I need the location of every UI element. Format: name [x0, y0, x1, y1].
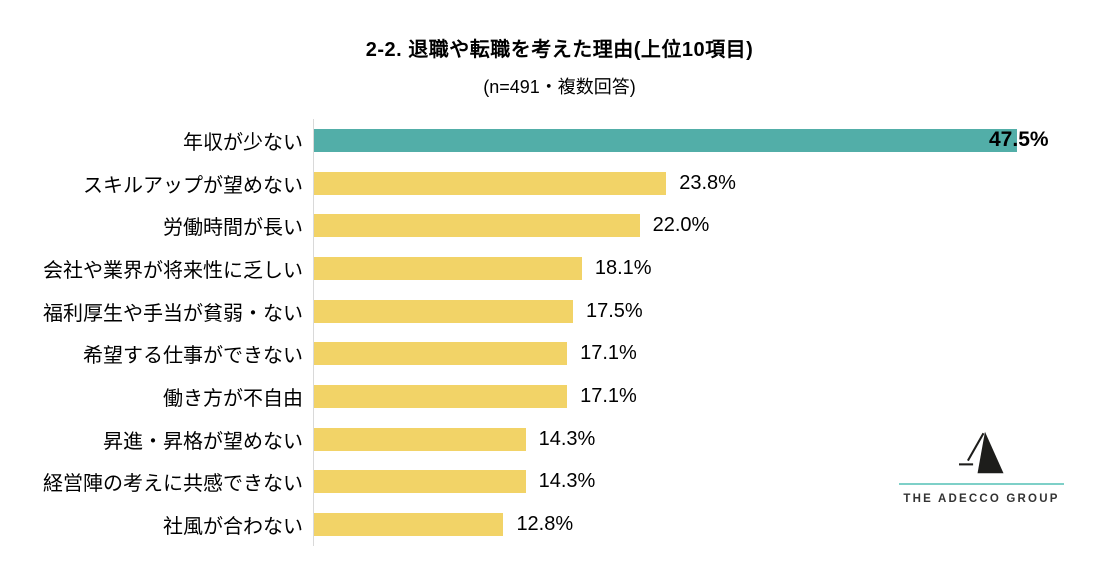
- category-label: 福利厚生や手当が貧弱・ない: [43, 302, 303, 325]
- value-label: 47.5%: [989, 128, 1049, 152]
- chart-title: 2-2. 退職や転職を考えた理由(上位10項目): [365, 39, 754, 61]
- category-label: 働き方が不自由: [163, 387, 303, 410]
- bar-row: 年収が少ない 47.5%: [0, 119, 1119, 162]
- value-label: 17.1%: [580, 342, 637, 365]
- category-label: 昇進・昇格が望めない: [103, 430, 303, 453]
- bar: [314, 384, 568, 408]
- bar: [314, 256, 582, 280]
- bar-row: 労働時間が長い 22.0%: [0, 204, 1119, 248]
- bar-track: 17.1%: [313, 375, 1119, 418]
- bar-row: 働き方が不自由 17.1%: [0, 375, 1119, 418]
- bar-row: 社風が合わない 12.8%: [0, 503, 1119, 546]
- category-label: 労働時間が長い: [163, 217, 303, 240]
- bar-row: 会社や業界が将来性に乏しい 18.1%: [0, 247, 1119, 290]
- bar: [314, 470, 526, 494]
- bar-row: スキルアップが望めない 23.8%: [0, 161, 1119, 205]
- adecco-a-icon: [958, 431, 1004, 474]
- bar-track: 22.0%: [313, 204, 1119, 248]
- category-label: 年収が少ない: [183, 131, 303, 154]
- bar-track: 12.8%: [313, 503, 1119, 546]
- bar: [314, 214, 640, 238]
- category-label: 経営陣の考えに共感できない: [43, 473, 303, 496]
- value-label: 17.5%: [586, 299, 643, 322]
- category-label: スキルアップが望めない: [83, 174, 303, 197]
- category-label: 希望する仕事ができない: [83, 345, 303, 368]
- category-label: 会社や業界が将来性に乏しい: [43, 259, 303, 282]
- bar-track: 17.1%: [313, 332, 1119, 376]
- value-label: 23.8%: [679, 171, 736, 194]
- value-label: 22.0%: [652, 214, 710, 237]
- value-label: 18.1%: [594, 256, 652, 279]
- value-label: 14.3%: [538, 427, 596, 450]
- logo-text: THE ADECCO GROUP: [903, 493, 1060, 505]
- logo-divider: [899, 483, 1064, 485]
- bar: [314, 513, 504, 537]
- value-label: 12.8%: [516, 513, 574, 536]
- bar: [314, 342, 568, 366]
- bar-row: 福利厚生や手当が貧弱・ない 17.5%: [0, 289, 1119, 333]
- horizontal-bar-chart: 年収が少ない 47.5% スキルアップが望めない 23.8% 労働時間が長い 22.0% 会…: [0, 119, 1119, 546]
- adecco-logo: THE ADECCO GROUP: [899, 430, 1064, 505]
- bar: [314, 171, 667, 195]
- bar-track: 47.5%: [313, 119, 1119, 162]
- bar-row: 希望する仕事ができない 17.1%: [0, 332, 1119, 376]
- bar: [314, 427, 526, 451]
- bar-row: 経営陣の考えに共感できない 14.3%: [0, 460, 1119, 504]
- value-label: 14.3%: [538, 470, 596, 493]
- bar-row: 昇進・昇格が望めない 14.3%: [0, 417, 1119, 461]
- value-label: 17.1%: [580, 384, 637, 407]
- bar-track: 14.3%: [313, 460, 1119, 504]
- chart-subtitle: (n=491・複数回答): [483, 77, 636, 97]
- bar-track: 17.5%: [313, 289, 1119, 333]
- bar: [314, 128, 1017, 152]
- bar-track: 18.1%: [313, 247, 1119, 290]
- bar-track: 23.8%: [313, 161, 1119, 205]
- bar: [314, 299, 573, 323]
- bar-track: 14.3%: [313, 417, 1119, 461]
- category-label: 社風が合わない: [163, 516, 303, 539]
